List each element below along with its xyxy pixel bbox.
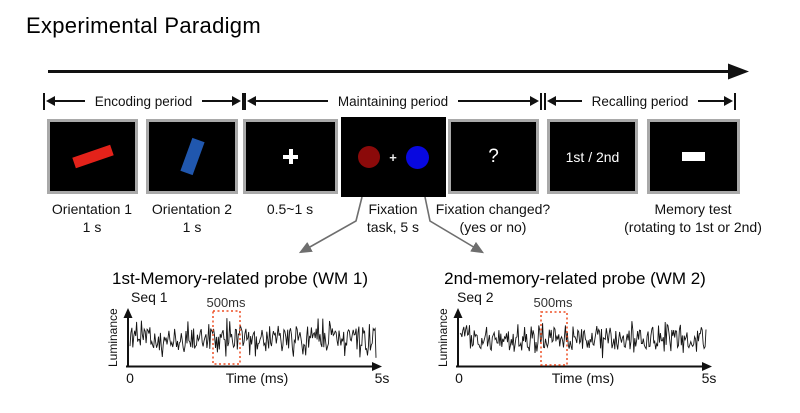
plot-axes-wm1 — [123, 308, 382, 371]
period-bracket-maintaining: Maintaining period — [244, 92, 543, 110]
memory-test-bar-icon — [682, 152, 705, 161]
caption-orientation-2: Orientation 2 1 s — [151, 201, 233, 236]
bracket-tick — [244, 92, 246, 110]
red-disc-icon — [358, 146, 381, 168]
arrow-right-icon — [458, 96, 539, 106]
highlight-label-1: 500ms — [206, 295, 246, 310]
red-orientation-bar-icon — [71, 144, 114, 169]
screen-memory-test — [647, 119, 740, 194]
plot-title-wm2: 2nd-memory-related probe (WM 2) — [444, 269, 706, 288]
y-axis-label-1: Luminance — [106, 308, 120, 367]
timeline-arrow — [48, 63, 749, 80]
seq-label-1: Seq 1 — [131, 289, 168, 305]
arrow-left-icon — [46, 96, 85, 106]
x-tick-end-2: 5s — [701, 370, 717, 386]
arrow-left-icon — [547, 96, 582, 106]
y-axis-label-2: Luminance — [436, 308, 450, 367]
connector-to-wm2 — [424, 196, 485, 254]
plot-axes-wm2 — [453, 308, 712, 371]
screen-orientation-1 — [47, 119, 138, 194]
bracket-tick — [544, 92, 546, 110]
highlight-window-2 — [540, 311, 568, 366]
connector-to-wm1 — [298, 196, 363, 254]
plot-title-wm1: 1st-Memory-related probe (WM 1) — [111, 269, 368, 288]
fixation-cross-icon — [283, 149, 298, 164]
connector-arrows — [298, 196, 485, 254]
screen-cue: 1st / 2nd — [547, 119, 638, 194]
bracket-tick — [540, 92, 543, 110]
x-tick-end-1: 5s — [374, 370, 390, 386]
bracket-tick — [734, 92, 736, 110]
blue-orientation-bar-icon — [179, 137, 205, 176]
screen-fixation — [243, 119, 338, 194]
caption-fixation-task: Fixation task, 5 s — [366, 201, 420, 236]
bracket-tick — [43, 92, 45, 110]
seq-label-2: Seq 2 — [457, 289, 494, 305]
period-label-encoding: Encoding period — [94, 93, 193, 109]
arrow-right-icon — [202, 96, 241, 106]
period-label-recalling: Recalling period — [591, 93, 689, 109]
highlight-label-2: 500ms — [533, 295, 573, 310]
x-tick-zero-1: 0 — [126, 370, 134, 386]
x-axis-label-1: Time (ms) — [225, 370, 289, 386]
page-title: Experimental Paradigm — [26, 13, 261, 38]
screen-fixation-task: + — [341, 117, 446, 197]
blue-disc-icon — [405, 145, 429, 169]
screen-fixation-changed: ? — [448, 119, 539, 194]
highlight-window-1 — [212, 310, 241, 365]
arrow-right-icon — [698, 96, 733, 106]
question-mark-icon: ? — [488, 145, 499, 167]
caption-orientation-1: Orientation 1 1 s — [51, 201, 133, 236]
x-axis-label-2: Time (ms) — [551, 370, 615, 386]
period-bracket-encoding: Encoding period — [43, 92, 245, 110]
bracket-tick — [242, 92, 245, 110]
small-fixation-cross-icon: + — [389, 149, 397, 165]
luminance-waveform-1 — [129, 318, 377, 358]
period-label-maintaining: Maintaining period — [337, 93, 449, 109]
cue-text: 1st / 2nd — [565, 148, 620, 165]
caption-fixation: 0.5~1 s — [266, 201, 314, 217]
luminance-waveform-2 — [459, 321, 707, 359]
arrow-left-icon — [247, 96, 328, 106]
caption-memory-test: Memory test (rotating to 1st or 2nd) — [624, 201, 762, 236]
caption-fixation-changed: Fixation changed? (yes or no) — [435, 201, 551, 236]
screen-orientation-2 — [146, 119, 238, 194]
x-tick-zero-2: 0 — [455, 370, 463, 386]
period-bracket-recalling: Recalling period — [544, 92, 736, 110]
